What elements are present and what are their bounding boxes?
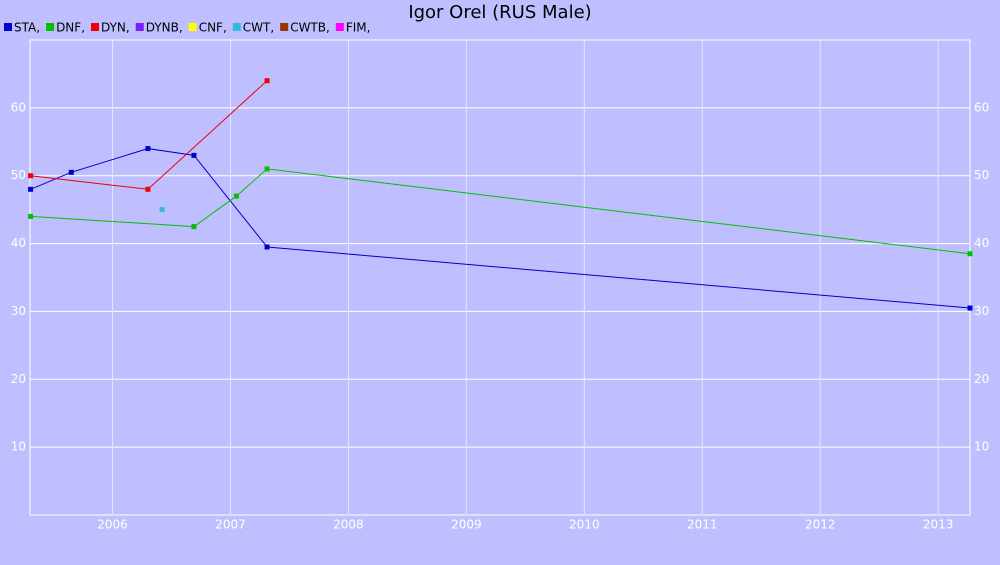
- y2-tick-label: 40: [974, 236, 989, 250]
- point: [264, 244, 270, 250]
- y-tick-label: 10: [11, 440, 26, 454]
- x-tick-label: 2013: [923, 518, 954, 532]
- point: [159, 207, 165, 213]
- series-line: [30, 168, 971, 255]
- legend-separator: ,: [81, 21, 85, 35]
- x-tick-label: 2009: [451, 518, 482, 532]
- legend-swatch: [46, 23, 55, 31]
- legend-swatch: [280, 23, 289, 31]
- legend-label: DYNB: [146, 21, 179, 35]
- legend-swatch: [91, 23, 100, 31]
- legend-separator: ,: [223, 21, 227, 35]
- x-tick-label: 2006: [97, 518, 128, 532]
- point: [28, 186, 34, 192]
- legend-label: FIM: [346, 21, 367, 35]
- point: [145, 186, 151, 192]
- point: [191, 152, 197, 158]
- point: [28, 213, 34, 219]
- y-tick-label: 30: [11, 304, 26, 318]
- legend-label: DNF: [56, 21, 81, 35]
- legend-separator: ,: [179, 21, 183, 35]
- y2-tick-label: 50: [974, 168, 989, 182]
- legend-label: DYN: [101, 21, 126, 35]
- point: [191, 224, 197, 230]
- plot-frame: [29, 39, 971, 516]
- y2-tick-label: 20: [974, 372, 989, 386]
- y-tick-label: 20: [11, 372, 26, 386]
- legend-swatch: [232, 23, 241, 31]
- legend-swatch: [188, 23, 197, 31]
- x-tick-label: 2012: [805, 518, 836, 532]
- x-tick-label: 2008: [333, 518, 364, 532]
- legend-label: STA: [14, 21, 37, 35]
- point: [967, 305, 973, 311]
- y-tick-label: 50: [11, 168, 26, 182]
- point: [264, 78, 270, 84]
- legend-swatch: [135, 23, 144, 31]
- point: [68, 169, 74, 175]
- chart-title: Igor Orel (RUS Male): [408, 2, 591, 23]
- legend-label: CNF: [199, 21, 223, 35]
- legend-separator: ,: [270, 21, 274, 35]
- point: [967, 251, 973, 257]
- legend-separator: ,: [36, 21, 40, 35]
- y2-tick-label: 30: [974, 304, 989, 318]
- y2-tick-label: 10: [974, 440, 989, 454]
- point: [264, 166, 270, 172]
- legend-label: CWTB: [290, 21, 326, 35]
- legend-label: CWT: [243, 21, 271, 35]
- y2-tick-label: 60: [974, 100, 989, 114]
- point: [145, 146, 151, 152]
- series-line: [30, 80, 268, 190]
- point: [233, 193, 239, 199]
- series-line: [30, 148, 971, 309]
- legend-separator: ,: [367, 21, 371, 35]
- legend-swatch: [4, 23, 12, 31]
- y-tick-label: 40: [11, 236, 26, 250]
- x-tick-label: 2011: [687, 518, 718, 532]
- legend-separator: ,: [326, 21, 330, 35]
- x-tick-label: 2007: [215, 518, 246, 532]
- legend-swatch: [335, 23, 344, 31]
- legend-separator: ,: [126, 21, 130, 35]
- y-tick-label: 60: [11, 100, 26, 114]
- x-tick-label: 2010: [569, 518, 600, 532]
- point: [28, 173, 34, 179]
